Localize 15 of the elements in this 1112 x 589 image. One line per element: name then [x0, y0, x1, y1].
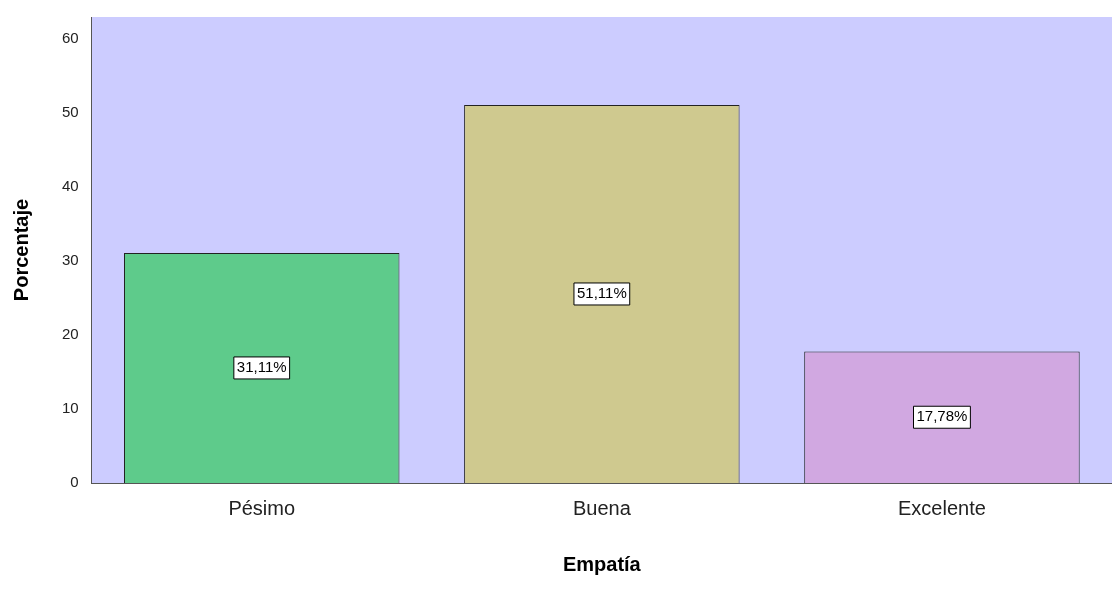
- y-tick-label: 60: [62, 29, 79, 47]
- data-label: 51,11%: [576, 284, 627, 302]
- y-tick-label: 50: [62, 103, 79, 121]
- x-tick-label: Excelente: [898, 496, 986, 519]
- x-tick-label: Buena: [572, 496, 632, 519]
- y-tick-label: 20: [62, 325, 79, 343]
- y-tick-label: 30: [62, 251, 79, 269]
- data-label: 31,11%: [236, 358, 287, 376]
- data-label: 17,78%: [916, 407, 968, 425]
- x-axis-title: Empatía: [562, 552, 642, 575]
- y-tick-label: 0: [70, 473, 79, 491]
- x-tick-label: Pésimo: [228, 496, 296, 519]
- y-axis-title: Porcentaje: [9, 198, 32, 302]
- y-tick-label: 40: [62, 177, 79, 195]
- y-tick-label: 10: [62, 399, 79, 417]
